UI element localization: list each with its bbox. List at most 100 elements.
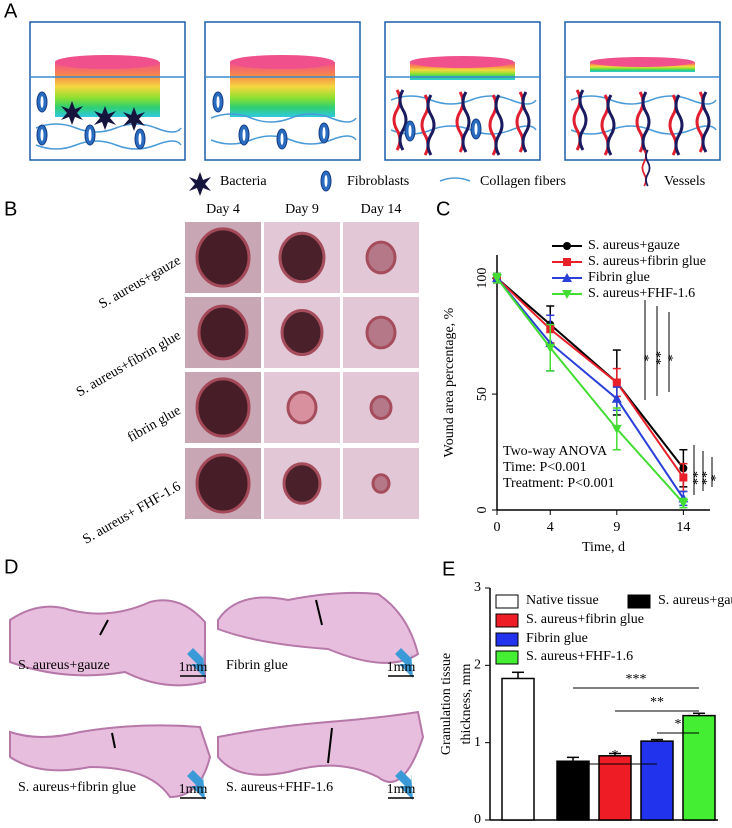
legend-icon: [439, 177, 471, 182]
panel-label: C: [436, 198, 450, 220]
arrow: [395, 770, 413, 800]
row-label: S. aureus+ FHF-1.6: [80, 479, 183, 547]
dressing: [590, 62, 695, 72]
panel-label: B: [4, 198, 17, 220]
marker: [612, 378, 621, 387]
vessel: [668, 93, 684, 157]
caption: Fibrin glue: [226, 658, 288, 673]
legend-label: S. aureus+gauze: [588, 238, 680, 253]
vessel: [515, 90, 531, 154]
arrow: [187, 770, 205, 800]
collagen: [35, 140, 182, 150]
significance-label: *: [666, 355, 681, 362]
scale-label: 1mm: [387, 660, 416, 675]
fibroblast: [404, 120, 416, 142]
significance-label: *: [675, 717, 682, 732]
caption: S. aureus+gauze: [18, 658, 110, 673]
significance-label: **: [700, 471, 715, 485]
x-tick-label: 0: [494, 520, 501, 535]
wound: [195, 453, 251, 514]
legend-label: Vessels: [664, 174, 705, 189]
legend-label: S. aureus+fibrin glue: [588, 254, 706, 269]
fibroblast: [212, 91, 224, 113]
row-label: S. aureus+gauze: [97, 253, 184, 312]
bar: [501, 677, 535, 821]
collagen: [570, 95, 717, 105]
series-line: [496, 277, 685, 479]
scale-label: 1mm: [179, 782, 208, 797]
series-line: [496, 277, 685, 469]
wound: [365, 315, 397, 350]
column-label: Day 14: [361, 202, 402, 217]
legend-label: S. aureus+fibrin glue: [526, 612, 644, 627]
legend-label: Fibroblasts: [347, 174, 409, 189]
annotation: Treatment: P<0.001: [503, 476, 615, 491]
legend-label: Fibrin glue: [588, 270, 650, 285]
collagen: [210, 135, 357, 145]
fibroblast: [238, 124, 250, 146]
arrow: [395, 648, 413, 678]
wound: [195, 227, 251, 288]
marker: [545, 343, 556, 353]
panel-label: E: [442, 558, 455, 580]
legend-swatch: [495, 594, 519, 609]
legend-label: S. aureus+FHF-1.6: [588, 286, 695, 301]
marker: [492, 274, 502, 284]
schematic-box: [384, 21, 541, 161]
legend-marker: [563, 258, 571, 266]
column-label: Day 9: [285, 202, 319, 217]
legend-swatch: [495, 613, 519, 628]
scale-label: 1mm: [387, 782, 416, 797]
legend-label: S. aureus+FHF-1.6: [526, 649, 633, 664]
box: [564, 21, 721, 161]
caption: S. aureus+fibrin glue: [18, 780, 136, 795]
significance-label: *: [709, 475, 724, 482]
wound: [282, 462, 322, 505]
y-tick-label: 2: [474, 658, 481, 673]
fibroblast: [470, 118, 482, 140]
series-line: [496, 277, 685, 499]
y-tick-label: 0: [474, 812, 481, 827]
bar: [598, 755, 632, 821]
vessel: [695, 90, 711, 154]
thickness-line: [315, 599, 323, 626]
significance-label: **: [650, 695, 664, 710]
annotation: Two-way ANOVA: [503, 444, 608, 459]
dressing-top: [590, 57, 694, 67]
y-tick-label: 100: [475, 268, 490, 289]
fibroblast: [36, 124, 48, 146]
vessel: [420, 93, 436, 157]
significance-label: **: [691, 471, 706, 485]
x-tick-label: 4: [547, 520, 554, 535]
row-label: S. aureus+fibrin glue: [74, 328, 184, 400]
fibroblast: [134, 128, 146, 150]
tissue: [217, 591, 420, 664]
schematic-box: [204, 21, 361, 161]
caption: S. aureus+FHF-1.6: [226, 780, 333, 795]
wound: [369, 395, 393, 420]
x-axis-label: Time, d: [582, 540, 625, 555]
marker: [678, 499, 689, 509]
significance-label: *: [642, 355, 657, 362]
wound: [280, 309, 324, 356]
dressing-top: [55, 55, 159, 69]
bar: [682, 714, 716, 821]
legend-swatch: [627, 594, 651, 609]
collagen: [35, 123, 182, 133]
box: [29, 21, 186, 161]
fibroblast: [276, 128, 288, 150]
vessel: [600, 93, 616, 157]
fibroblast: [36, 91, 48, 113]
marker: [679, 473, 688, 482]
legend-label: Bacteria: [220, 174, 267, 189]
series-line: [496, 277, 685, 504]
legend-swatch: [495, 650, 519, 665]
legend-label: Collagen fibers: [480, 174, 566, 189]
legend-label: S. aureus+gauze: [658, 593, 732, 608]
y-tick-label: 0: [475, 507, 490, 514]
scale-label: 1mm: [179, 660, 208, 675]
wound: [371, 473, 391, 494]
legend-label: Fibrin glue: [526, 631, 588, 646]
collagen: [390, 95, 537, 105]
